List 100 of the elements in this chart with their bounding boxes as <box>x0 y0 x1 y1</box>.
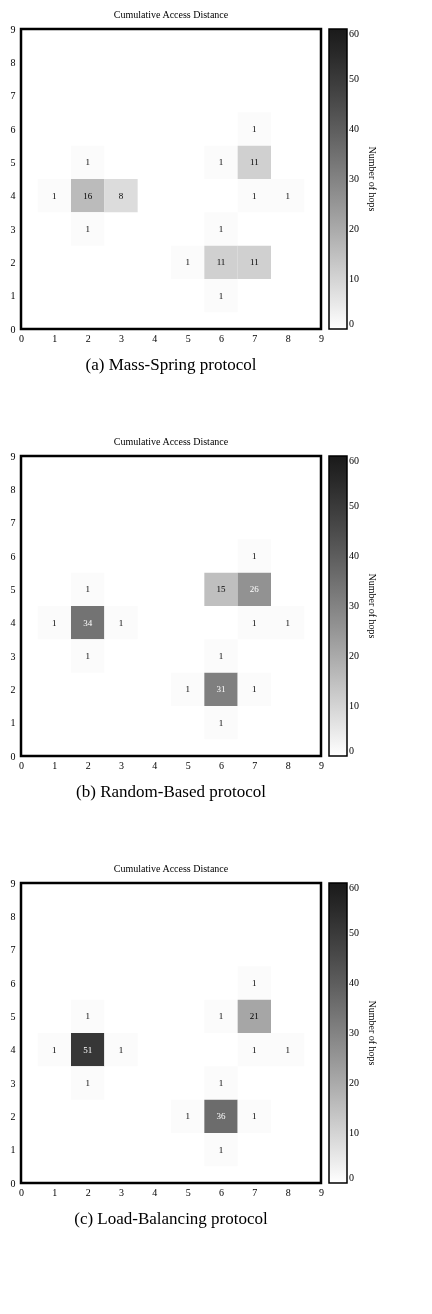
chart-title: Cumulative Access Distance <box>113 863 229 874</box>
data-label: 15 <box>216 584 226 595</box>
data-label: 1 <box>218 651 224 661</box>
data-label: 11 <box>250 157 259 168</box>
data-label: 1 <box>252 124 257 134</box>
data-label: 1 <box>252 978 257 988</box>
y-tick-label: 5 <box>10 1010 16 1022</box>
data-label: 1 <box>218 717 224 728</box>
color-bar-title: Number of hops <box>367 573 378 639</box>
data-label: 1 <box>252 684 257 695</box>
x-tick-label: 1 <box>52 332 58 344</box>
color-bar-label: 40 <box>349 123 359 134</box>
x-tick-label: 9 <box>319 332 324 344</box>
y-tick-label: 9 <box>10 450 16 462</box>
x-tick-label: 2 <box>85 1186 91 1198</box>
color-bar-label: 30 <box>349 1027 359 1038</box>
y-tick-label: 8 <box>10 56 16 68</box>
data-label: 8 <box>118 190 124 201</box>
color-bar-title: Number of hops <box>367 146 378 212</box>
data-label: 1 <box>252 551 257 561</box>
data-label: 1 <box>52 1044 57 1055</box>
data-label: 1 <box>218 157 224 168</box>
color-bar-label: 0 <box>349 318 354 329</box>
x-tick-label: 8 <box>285 332 291 344</box>
data-label: 1 <box>118 617 124 628</box>
data-label: 51 <box>83 1044 93 1055</box>
y-tick-label: 0 <box>10 323 16 335</box>
data-label: 1 <box>285 1044 290 1055</box>
data-label: 1 <box>52 617 57 628</box>
x-tick-label: 4 <box>152 332 158 344</box>
y-tick-label: 4 <box>10 190 16 202</box>
data-label: 1 <box>85 1011 90 1022</box>
x-tick-label: 3 <box>119 759 124 771</box>
text: (b) Random-Based protocol <box>76 782 267 801</box>
y-tick-label: 1 <box>10 1144 16 1156</box>
data-label: 11 <box>250 257 259 268</box>
x-tick-label: 6 <box>219 759 224 771</box>
data-label: 1 <box>185 257 190 268</box>
x-tick-label: 0 <box>19 1186 24 1198</box>
text: (a) Mass-Spring protocol <box>85 355 257 374</box>
x-tick-label: 5 <box>185 759 191 771</box>
y-tick-label: 9 <box>10 877 16 889</box>
data-label: 1 <box>252 1111 257 1122</box>
color-bar-label: 40 <box>349 550 359 561</box>
color-bar-label: 0 <box>349 745 354 756</box>
y-tick-label: 6 <box>10 123 16 135</box>
x-tick-label: 3 <box>119 1186 124 1198</box>
x-tick-label: 5 <box>185 1186 191 1198</box>
color-bar-label: 60 <box>349 28 359 39</box>
x-tick-label: 1 <box>52 1186 58 1198</box>
data-label: 1 <box>118 1044 124 1055</box>
y-tick-label: 0 <box>10 750 16 762</box>
color-bar-label: 20 <box>349 223 359 234</box>
x-tick-label: 4 <box>152 1186 158 1198</box>
y-tick-label: 5 <box>10 156 16 168</box>
data-label: 1 <box>52 190 57 201</box>
x-tick-label: 7 <box>252 759 258 771</box>
data-label: 31 <box>216 684 226 695</box>
data-label: 1 <box>85 1078 90 1088</box>
color-bar-label: 10 <box>349 273 359 284</box>
data-label: 1 <box>185 1111 190 1122</box>
data-label: 1 <box>285 190 290 201</box>
y-tick-label: 0 <box>10 1177 16 1189</box>
color-bar-label: 50 <box>349 73 359 84</box>
y-tick-label: 2 <box>10 1110 16 1122</box>
y-tick-label: 3 <box>10 223 16 235</box>
data-label: 1 <box>85 584 90 595</box>
color-bar-label: 20 <box>349 1077 359 1088</box>
data-label: 1 <box>285 617 290 628</box>
x-tick-label: 3 <box>119 332 124 344</box>
data-label: 36 <box>216 1111 226 1122</box>
y-tick-label: 3 <box>10 1077 16 1089</box>
x-tick-label: 7 <box>252 332 258 344</box>
y-tick-label: 7 <box>10 90 16 102</box>
y-tick-label: 2 <box>10 256 16 268</box>
data-label: 11 <box>216 257 226 268</box>
data-label: 1 <box>85 651 90 661</box>
x-tick-label: 1 <box>52 759 58 771</box>
data-label: 16 <box>83 190 93 201</box>
y-tick-label: 4 <box>10 1044 16 1056</box>
color-bar-label: 30 <box>349 173 359 184</box>
data-label: 21 <box>249 1011 259 1022</box>
x-tick-label: 2 <box>85 332 91 344</box>
x-tick-label: 9 <box>319 759 324 771</box>
color-bar-label: 60 <box>349 882 359 893</box>
color-bar-label: 50 <box>349 500 359 511</box>
text: (c) Load-Balancing protocol <box>74 1209 269 1228</box>
data-label: 1 <box>185 684 190 695</box>
y-tick-label: 8 <box>10 910 16 922</box>
y-tick-label: 2 <box>10 683 16 695</box>
y-tick-label: 8 <box>10 483 16 495</box>
color-bar-label: 60 <box>349 455 359 466</box>
color-bar-label: 10 <box>349 700 359 711</box>
color-bar-label: 50 <box>349 927 359 938</box>
data-label: 1 <box>252 1044 257 1055</box>
x-tick-label: 9 <box>319 1186 324 1198</box>
y-tick-label: 3 <box>10 650 16 662</box>
chart-title: Cumulative Access Distance <box>113 436 229 447</box>
data-label: 26 <box>249 584 260 595</box>
x-tick-label: 2 <box>85 759 91 771</box>
